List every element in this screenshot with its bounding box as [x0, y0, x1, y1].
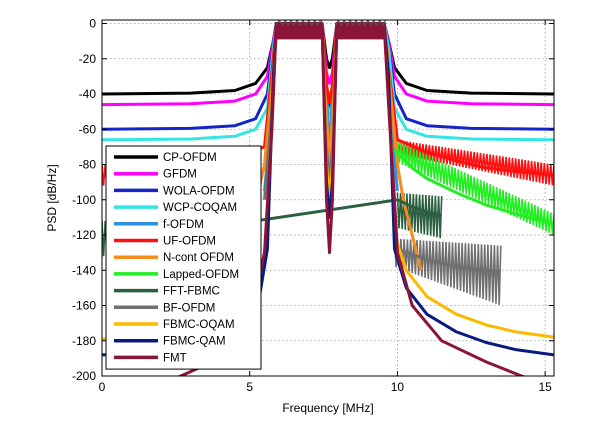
x-tick-label: 0	[99, 380, 106, 394]
series-line-uf-ofdm	[102, 22, 554, 177]
y-tick-label: -200	[72, 369, 96, 383]
x-tick-label: 5	[246, 380, 253, 394]
y-tick-label: -160	[72, 299, 96, 313]
ripple-band-uf-ofdm	[396, 139, 554, 186]
y-tick-label: -140	[72, 263, 96, 277]
legend-label-gfdm: GFDM	[163, 169, 197, 181]
passband-ripple-2	[334, 20, 387, 27]
legend-label-wcp-coqam: WCP-COQAM	[163, 202, 237, 214]
x-tick-label: 10	[391, 380, 405, 394]
y-tick-label: 0	[89, 17, 96, 31]
legend-label-wola-ofdm: WOLA-OFDM	[163, 185, 235, 197]
y-tick-label: -100	[72, 193, 96, 207]
y-tick-label: -40	[79, 87, 97, 101]
passband-block	[275, 20, 387, 40]
x-axis-label: Frequency [MHz]	[282, 401, 373, 415]
passband-fill-2	[335, 23, 386, 40]
passband-ripple-1	[275, 20, 325, 27]
legend-label-n-cont-ofdm: N-cont OFDM	[163, 252, 234, 264]
ripple-band-fft-fbmc	[396, 192, 443, 239]
ripple-band-bf-ofdm	[393, 238, 502, 305]
legend-label-f-ofdm: f-OFDM	[163, 219, 204, 231]
y-tick-label: -80	[79, 158, 97, 172]
series-line-wola-ofdm	[102, 22, 554, 131]
legend-label-fmt: FMT	[163, 352, 187, 364]
legend-label-bf-ofdm: BF-OFDM	[163, 302, 215, 314]
y-tick-label: -180	[72, 334, 96, 348]
legend-label-lapped-ofdm: Lapped-OFDM	[163, 269, 239, 281]
tick-labels: 0 5 10 15 0 -20 -40 -60 -80 -100 -120 -140 -160 -180 -…	[72, 17, 552, 394]
legend-label-fbmc-qam: FBMC-QAM	[163, 336, 226, 348]
legend: CP-OFDM GFDM WOLA-OFDM WCP-COQAM f-OFDM UF-OF…	[105, 145, 262, 370]
legend-label-fft-fbmc: FFT-FBMC	[163, 286, 220, 298]
x-tick-label: 15	[538, 380, 552, 394]
series-line-wcp-coqam	[102, 22, 554, 142]
y-tick-label: -60	[79, 122, 97, 136]
y-axis-label: PSD [dB/Hz]	[45, 164, 59, 231]
ticks	[101, 20, 554, 377]
plot-frame	[101, 19, 555, 377]
legend-label-fbmc-oqam: FBMC-OQAM	[163, 319, 235, 331]
series-line-lapped-ofdm	[393, 149, 554, 226]
series-line-cp-ofdm	[102, 22, 554, 96]
passband-fill-1	[276, 23, 324, 40]
series-line-n-cont-ofdm	[236, 22, 423, 271]
legend-label-cp-ofdm: CP-OFDM	[163, 152, 217, 164]
series-line-gfdm	[102, 22, 554, 107]
legend-label-uf-ofdm: UF-OFDM	[163, 236, 216, 248]
y-tick-label: -120	[72, 228, 96, 242]
y-tick-label: -20	[79, 52, 97, 66]
